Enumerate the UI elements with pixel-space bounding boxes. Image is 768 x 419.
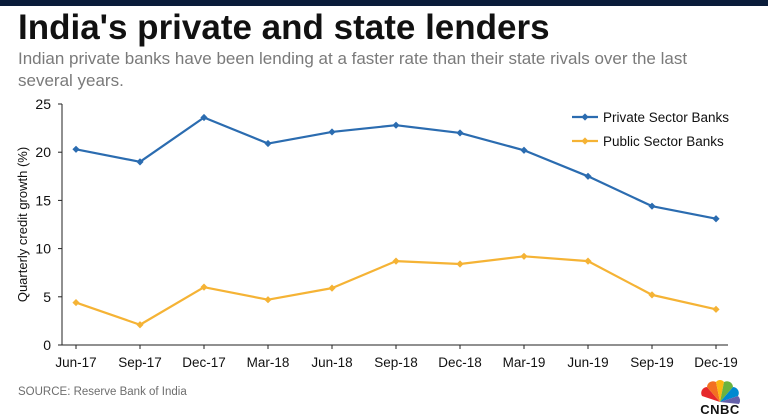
x-tick-label: Mar-18 [247,355,290,370]
data-point-public [520,252,528,260]
x-tick-label: Jun-19 [567,355,608,370]
data-point-private [712,215,720,223]
chart-title: India's private and state lenders [18,8,550,47]
y-tick-label: 25 [35,96,51,112]
series-line-public [75,255,717,326]
data-point-private [200,113,208,122]
data-point-private [136,158,144,166]
source-note: SOURCE: Reserve Bank of India [18,386,187,398]
cnbc-logo: CNBC [686,378,754,419]
data-point-private [520,146,528,154]
data-point-public [264,296,272,304]
data-point-private [328,128,336,136]
data-point-private [456,129,464,137]
data-point-public [712,305,720,313]
y-tick-label: 5 [43,289,51,305]
data-point-public [392,257,400,265]
series-line-private [75,116,717,220]
x-tick-label: Jun-17 [55,355,96,370]
legend-marker-public [581,137,589,145]
data-point-private [264,139,272,148]
data-point-private [392,121,400,129]
x-tick-label: Dec-18 [438,355,482,370]
data-point-public [456,260,464,268]
y-tick-label: 0 [43,337,51,353]
x-tick-label: Dec-17 [182,355,226,370]
y-tick-label: 15 [35,192,51,208]
x-tick-label: Sep-18 [374,355,418,370]
x-tick-label: Sep-17 [118,355,162,370]
data-point-private [72,145,80,153]
data-point-public [328,284,336,292]
data-point-public [136,321,144,329]
data-point-public [648,291,656,299]
top-accent-bar [0,0,768,6]
legend-label-private: Private Sector Banks [603,110,729,125]
data-point-private [584,172,592,180]
legend-marker-private [581,113,589,121]
y-axis-title: Quarterly credit growth (%) [15,147,30,302]
data-point-public [584,257,592,265]
data-point-public [200,283,208,291]
data-point-private [648,202,656,210]
chart-subtitle: Indian private banks have been lending a… [18,49,688,90]
x-tick-label: Sep-19 [630,355,674,370]
x-tick-label: Mar-19 [503,355,546,370]
legend-label-public: Public Sector Banks [603,134,724,149]
data-point-public [72,298,80,307]
logo-text: CNBC [700,402,740,417]
peacock-icon [701,380,741,404]
x-tick-label: Jun-18 [311,355,352,370]
x-tick-label: Dec-19 [694,355,738,370]
y-tick-label: 20 [35,144,51,160]
y-tick-label: 10 [35,241,51,257]
